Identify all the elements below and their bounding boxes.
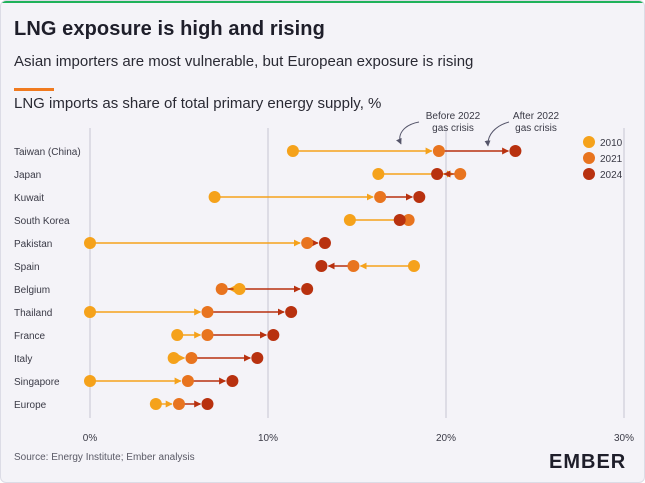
annotation-arrow-after <box>484 121 510 147</box>
category-label: Singapore <box>14 377 60 388</box>
dot-2024 <box>318 237 331 249</box>
dot-2021 <box>301 237 314 249</box>
category-label: Belgium <box>14 285 50 296</box>
data-row <box>372 168 467 180</box>
data-row <box>286 145 522 157</box>
dot-2024 <box>226 375 239 387</box>
dot-2021 <box>215 283 228 295</box>
dot-2010 <box>233 283 246 295</box>
legend-label: 2010 <box>600 138 623 149</box>
category-label: South Korea <box>14 216 70 227</box>
dot-2024 <box>301 283 314 295</box>
category-label: Pakistan <box>14 239 52 250</box>
category-label: Italy <box>14 354 32 365</box>
category-label: Taiwan (China) <box>14 147 81 158</box>
annotation-after: gas crisis <box>515 123 557 134</box>
dot-2024 <box>413 191 426 203</box>
dot-2021 <box>454 168 467 180</box>
dot-2021 <box>201 306 214 318</box>
dot-2010 <box>343 214 356 226</box>
dot-2024 <box>315 260 328 272</box>
dot-2021 <box>201 329 214 341</box>
dot-2010 <box>149 398 162 410</box>
annotation-after: After 2022 <box>513 111 560 122</box>
dot-2024 <box>251 352 264 364</box>
dot-2021 <box>374 191 387 203</box>
dot-2010 <box>372 168 385 180</box>
category-label: Kuwait <box>14 193 44 204</box>
chart-title: LNG exposure is high and rising <box>14 18 325 40</box>
x-tick-label: 10% <box>258 433 278 444</box>
legend: 2010 2021 2024 <box>583 136 623 181</box>
dot-2021 <box>402 214 415 226</box>
chart-subtitle: Asian importers are most vulnerable, but… <box>14 53 474 70</box>
source-note: Source: Energy Institute; Ember analysis <box>14 452 195 463</box>
dot-2024 <box>393 214 406 226</box>
dot-2010 <box>286 145 299 157</box>
brand-strip <box>1 1 644 3</box>
x-tick-label: 30% <box>614 433 634 444</box>
data-row <box>167 352 264 364</box>
dot-2010 <box>171 329 184 341</box>
accent-rule <box>14 88 54 91</box>
dot-2021 <box>173 398 185 410</box>
data-row <box>215 283 314 295</box>
dot-2010 <box>167 352 180 364</box>
data-row <box>343 214 415 226</box>
data-row <box>84 237 331 249</box>
annotation-arrow-before <box>396 121 420 145</box>
chart-heading: LNG imports as share of total primary en… <box>14 95 382 112</box>
dot-2021 <box>181 375 194 387</box>
data-row <box>84 375 239 387</box>
data-row <box>149 398 214 410</box>
x-tick-label: 0% <box>83 433 98 444</box>
ember-logo: EMBER <box>549 451 627 473</box>
dot-2010 <box>407 260 420 272</box>
dot-2010 <box>84 237 96 249</box>
legend-swatch <box>583 168 595 180</box>
data-row <box>171 329 280 341</box>
category-labels: Taiwan (China) Japan Kuwait South Korea Paki… <box>14 147 81 411</box>
category-label: Thailand <box>14 308 52 319</box>
data-row <box>208 191 426 203</box>
category-label: Spain <box>14 262 40 273</box>
dot-2024 <box>201 398 214 410</box>
dot-2010 <box>84 375 96 387</box>
data-row <box>84 306 298 318</box>
dot-2010 <box>84 306 96 318</box>
legend-swatch <box>583 136 595 148</box>
dot-2010 <box>208 191 221 203</box>
dot-2024 <box>285 306 298 318</box>
dot-2024 <box>267 329 280 341</box>
x-tick-label: 20% <box>436 433 456 444</box>
dot-2024 <box>509 145 522 157</box>
dot-2021 <box>432 145 445 157</box>
legend-label: 2021 <box>600 154 623 165</box>
annotation-before: gas crisis <box>432 123 474 134</box>
legend-label: 2024 <box>600 170 623 181</box>
legend-swatch <box>583 152 595 164</box>
dot-2021 <box>347 260 360 272</box>
category-label: France <box>14 331 46 342</box>
data-rows <box>84 145 522 410</box>
dot-2024 <box>431 168 444 180</box>
category-label: Europe <box>14 400 47 411</box>
dot-2021 <box>185 352 198 364</box>
data-row <box>315 260 420 272</box>
annotation-before: Before 2022 <box>426 111 481 122</box>
grid-layer: 0% 10% 20% 30% <box>83 128 634 444</box>
category-label: Japan <box>14 170 41 181</box>
